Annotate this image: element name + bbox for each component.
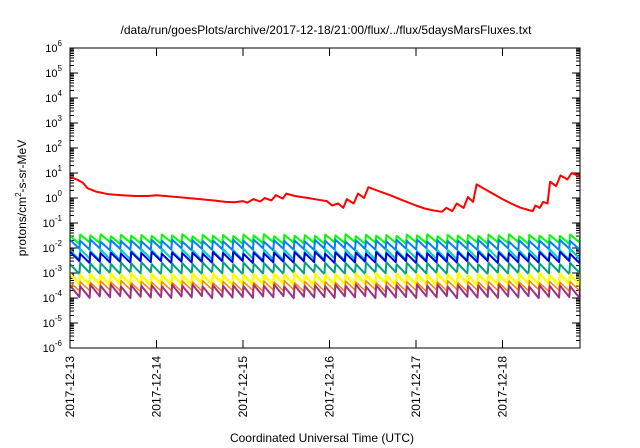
y-axis-label-text: protons/cm2-s-sr-MeV bbox=[14, 140, 29, 256]
x-tick-label: 2017-12-13 bbox=[63, 356, 77, 418]
y-tick-label: 102 bbox=[45, 139, 62, 155]
y-tick-label: 103 bbox=[45, 114, 62, 130]
x-tick-label: 2017-12-17 bbox=[409, 356, 423, 418]
y-tick-label: 100 bbox=[45, 189, 62, 205]
series-line-8 bbox=[70, 283, 580, 300]
x-tick-label: 2017-12-16 bbox=[323, 356, 337, 418]
chart-title: /data/run/goesPlots/archive/2017-12-18/2… bbox=[121, 23, 533, 37]
y-label-main: protons/cm bbox=[15, 197, 29, 256]
y-tick-label: 101 bbox=[45, 164, 62, 180]
y-tick-label: 10-3 bbox=[43, 264, 63, 280]
y-axis-label: protons/cm2-s-sr-MeV bbox=[14, 140, 29, 256]
y-tick-label: 106 bbox=[45, 39, 62, 55]
x-tick-label: 2017-12-14 bbox=[150, 356, 164, 418]
series-line-6 bbox=[70, 272, 580, 287]
y-label-tail: -s-sr-MeV bbox=[15, 140, 29, 193]
y-tick-label: 10-1 bbox=[43, 214, 63, 230]
y-tick-label: 10-2 bbox=[43, 239, 63, 255]
plot-frame bbox=[69, 47, 581, 349]
series-line-5 bbox=[70, 261, 580, 276]
series-line-0 bbox=[70, 172, 580, 213]
series-layer bbox=[70, 172, 580, 300]
y-tick-label: 10-5 bbox=[43, 314, 63, 330]
series-line-1 bbox=[70, 233, 580, 245]
y-tick-label: 10-6 bbox=[43, 339, 63, 355]
x-axis-ticks: 2017-12-13 2017-12-14 2017-12-15 2017-12-16… bbox=[63, 48, 510, 417]
y-tick-label: 104 bbox=[45, 89, 62, 105]
x-axis-label: Coordinated Universal Time (UTC) bbox=[230, 431, 414, 445]
series-line-2 bbox=[70, 238, 580, 252]
series-line-4 bbox=[70, 250, 580, 264]
y-label-sup: 2 bbox=[14, 192, 23, 197]
x-tick-label: 2017-12-18 bbox=[496, 356, 510, 418]
series-line-7 bbox=[70, 280, 580, 293]
x-tick-label: 2017-12-15 bbox=[236, 356, 250, 418]
y-tick-label: 10-4 bbox=[43, 289, 63, 305]
y-tick-label: 105 bbox=[45, 64, 62, 80]
